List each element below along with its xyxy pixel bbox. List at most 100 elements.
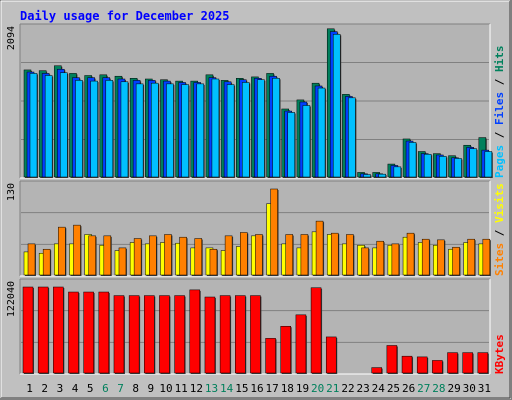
bar-kbytes-16 bbox=[250, 295, 261, 374]
bar-kbytes-27 bbox=[416, 356, 428, 374]
bar-sites-2 bbox=[42, 248, 51, 276]
bar-pages-11 bbox=[181, 84, 189, 178]
x-label-day-8: 8 bbox=[132, 382, 139, 395]
legend: Pages / Files / Hits bbox=[493, 46, 506, 179]
x-label-day-7: 7 bbox=[117, 382, 124, 395]
bar-pages-13 bbox=[211, 78, 220, 178]
legend-item: Hits bbox=[493, 46, 506, 73]
bar-pages-6 bbox=[105, 80, 114, 178]
bar-sites-14 bbox=[224, 235, 233, 276]
bar-sites-25 bbox=[391, 243, 400, 276]
bar-pages-18 bbox=[287, 112, 295, 178]
bar-kbytes-10 bbox=[159, 295, 170, 374]
y-max-label: 130 bbox=[6, 183, 17, 201]
bar-pages-1 bbox=[29, 73, 38, 178]
bar-pages-25 bbox=[393, 166, 402, 178]
bar-sites-27 bbox=[421, 238, 430, 276]
bar-sites-17 bbox=[270, 188, 278, 276]
x-label-day-26: 26 bbox=[402, 382, 415, 395]
bar-sites-18 bbox=[285, 234, 293, 276]
bar-pages-15 bbox=[242, 82, 250, 178]
bar-pages-21 bbox=[332, 34, 341, 178]
bar-pages-27 bbox=[423, 154, 432, 178]
legend-separator: / bbox=[493, 125, 506, 145]
bar-sites-7 bbox=[118, 247, 127, 276]
bar-pages-24 bbox=[378, 173, 386, 178]
bar-pages-4 bbox=[75, 80, 83, 178]
bar-kbytes-4 bbox=[68, 291, 79, 374]
bar-sites-24 bbox=[376, 240, 384, 276]
legend-separator: / bbox=[493, 223, 506, 243]
bar-kbytes-30 bbox=[462, 352, 473, 374]
bar-pages-29 bbox=[454, 158, 462, 178]
bar-pages-19 bbox=[302, 105, 311, 178]
bar-kbytes-20 bbox=[310, 287, 322, 374]
bar-sites-10 bbox=[164, 234, 172, 276]
bar-pages-30 bbox=[469, 148, 477, 178]
legend: Sites / Visits bbox=[493, 183, 506, 276]
bar-sites-26 bbox=[406, 232, 415, 276]
y-max-label: 122040 bbox=[6, 281, 17, 317]
bar-kbytes-11 bbox=[174, 295, 185, 374]
x-label-day-9: 9 bbox=[148, 382, 155, 395]
x-label-day-4: 4 bbox=[72, 382, 79, 395]
bar-kbytes-6 bbox=[98, 291, 110, 374]
bar-kbytes-13 bbox=[204, 296, 216, 374]
bar-sites-9 bbox=[149, 235, 157, 276]
bar-kbytes-17 bbox=[265, 338, 276, 374]
x-label-day-12: 12 bbox=[190, 382, 203, 395]
x-label-day-6: 6 bbox=[102, 382, 109, 395]
x-label-day-13: 13 bbox=[205, 382, 218, 395]
x-axis-labels: 1 2 3 4 5 6 7 8 9 10 11 12 13 14 15 16 17 18 19 20 21 22 23 24 2… bbox=[26, 382, 491, 395]
bar-sites-21 bbox=[330, 232, 339, 276]
bar-pages-7 bbox=[120, 81, 129, 178]
bar-pages-5 bbox=[90, 80, 98, 178]
bar-sites-8 bbox=[133, 238, 142, 276]
x-label-day-14: 14 bbox=[220, 382, 234, 395]
bar-sites-13 bbox=[209, 248, 218, 276]
bar-sites-28 bbox=[437, 239, 445, 276]
x-label-day-19: 19 bbox=[296, 382, 309, 395]
bar-sites-4 bbox=[73, 224, 81, 276]
x-label-day-31: 31 bbox=[478, 382, 491, 395]
bar-kbytes-9 bbox=[144, 295, 155, 374]
x-label-day-29: 29 bbox=[447, 382, 460, 395]
x-label-day-23: 23 bbox=[357, 382, 370, 395]
legend-item: Sites bbox=[493, 243, 506, 276]
bar-sites-23 bbox=[361, 247, 369, 276]
legend-item: Files bbox=[493, 92, 506, 125]
bar-kbytes-25 bbox=[386, 345, 398, 374]
y-max-label: 2094 bbox=[6, 26, 17, 50]
x-label-day-25: 25 bbox=[387, 382, 400, 395]
bar-kbytes-7 bbox=[113, 295, 125, 374]
bar-pages-8 bbox=[135, 83, 144, 178]
bar-pages-2 bbox=[44, 75, 53, 178]
x-label-day-24: 24 bbox=[372, 382, 386, 395]
x-label-day-17: 17 bbox=[266, 382, 279, 395]
bar-kbytes-5 bbox=[83, 291, 94, 374]
bar-sites-3 bbox=[58, 226, 66, 276]
bar-pages-10 bbox=[166, 83, 174, 178]
bar-pages-14 bbox=[226, 84, 235, 178]
x-label-day-22: 22 bbox=[341, 382, 354, 395]
bar-pages-9 bbox=[151, 82, 159, 178]
bar-sites-30 bbox=[467, 238, 475, 276]
x-label-day-3: 3 bbox=[57, 382, 64, 395]
bar-pages-12 bbox=[196, 83, 205, 178]
bar-sites-19 bbox=[300, 234, 309, 276]
bar-pages-28 bbox=[439, 156, 447, 178]
x-label-day-10: 10 bbox=[159, 382, 172, 395]
bar-sites-1 bbox=[27, 243, 36, 276]
bar-kbytes-1 bbox=[22, 286, 34, 374]
x-label-day-18: 18 bbox=[281, 382, 294, 395]
legend: KBytes bbox=[493, 334, 506, 374]
legend-item: Visits bbox=[493, 183, 506, 223]
bar-kbytes-29 bbox=[447, 352, 458, 374]
x-label-day-5: 5 bbox=[87, 382, 94, 395]
legend-separator: / bbox=[493, 72, 506, 92]
bar-pages-20 bbox=[317, 87, 326, 178]
x-label-day-30: 30 bbox=[463, 382, 476, 395]
chart-title: Daily usage for December 2025 bbox=[20, 9, 230, 23]
bar-kbytes-2 bbox=[37, 286, 49, 374]
bar-kbytes-15 bbox=[235, 295, 246, 374]
